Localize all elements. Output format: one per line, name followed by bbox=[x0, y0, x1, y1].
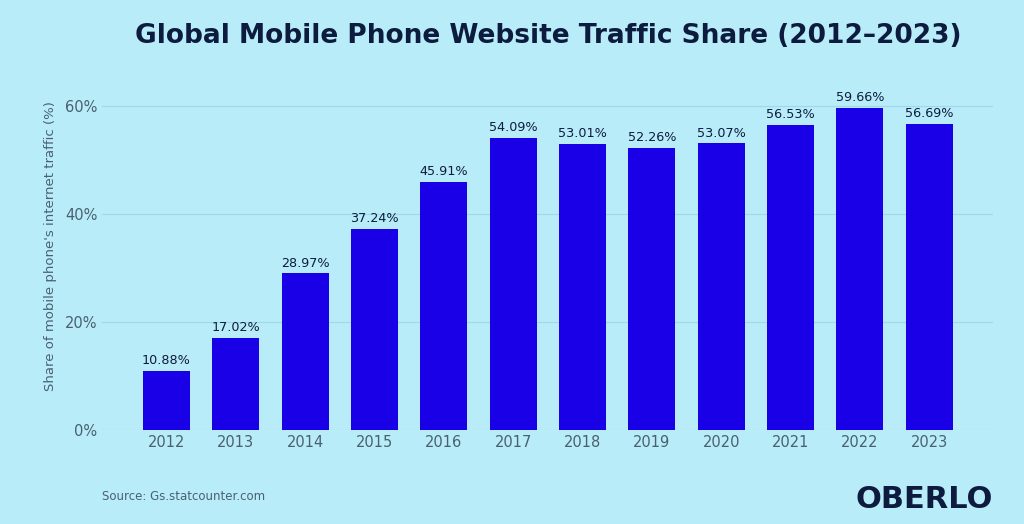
Text: 53.07%: 53.07% bbox=[696, 127, 745, 139]
Text: Source: Gs.statcounter.com: Source: Gs.statcounter.com bbox=[102, 490, 265, 503]
Title: Global Mobile Phone Website Traffic Share (2012–2023): Global Mobile Phone Website Traffic Shar… bbox=[134, 24, 962, 49]
Text: 37.24%: 37.24% bbox=[350, 212, 398, 225]
Bar bbox=[559, 144, 606, 430]
Text: 17.02%: 17.02% bbox=[211, 321, 260, 334]
Bar bbox=[212, 338, 259, 430]
Text: 59.66%: 59.66% bbox=[836, 91, 884, 104]
Text: 52.26%: 52.26% bbox=[628, 131, 676, 144]
Bar bbox=[905, 124, 952, 430]
Text: 28.97%: 28.97% bbox=[281, 257, 330, 270]
Bar bbox=[351, 229, 398, 430]
Bar bbox=[282, 274, 329, 430]
Text: 45.91%: 45.91% bbox=[420, 165, 468, 178]
Text: 54.09%: 54.09% bbox=[488, 121, 538, 134]
Text: 10.88%: 10.88% bbox=[142, 354, 190, 367]
Bar bbox=[697, 144, 744, 430]
Text: 56.53%: 56.53% bbox=[766, 108, 815, 121]
Bar bbox=[767, 125, 814, 430]
Y-axis label: Share of mobile phone's internet traffic (%): Share of mobile phone's internet traffic… bbox=[44, 101, 56, 391]
Bar bbox=[420, 182, 467, 430]
Text: 53.01%: 53.01% bbox=[558, 127, 607, 140]
Bar bbox=[143, 371, 190, 430]
Bar bbox=[837, 108, 884, 430]
Bar bbox=[629, 148, 676, 430]
Bar bbox=[489, 138, 537, 430]
Text: OBERLO: OBERLO bbox=[856, 485, 993, 514]
Text: 56.69%: 56.69% bbox=[905, 107, 953, 120]
